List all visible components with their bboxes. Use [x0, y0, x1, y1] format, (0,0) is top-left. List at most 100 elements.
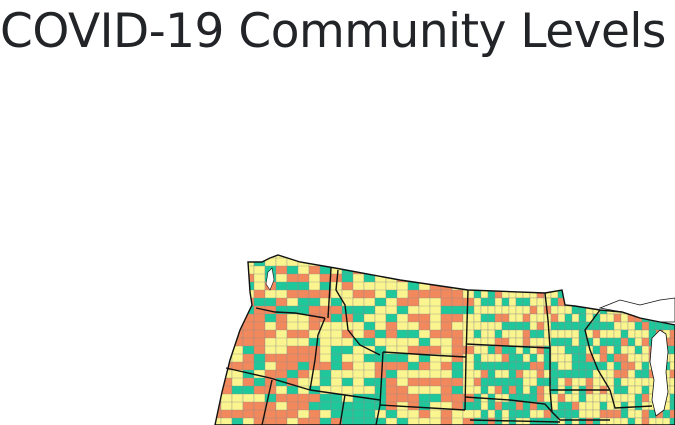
- county-cell[interactable]: [571, 321, 580, 331]
- county-cell[interactable]: [550, 305, 559, 315]
- county-cell[interactable]: [522, 377, 531, 387]
- county-cell[interactable]: [210, 329, 222, 341]
- county-cell[interactable]: [487, 250, 496, 259]
- county-cell[interactable]: [578, 297, 587, 307]
- county-cell[interactable]: [487, 257, 496, 267]
- county-cell[interactable]: [634, 329, 643, 339]
- county-cell[interactable]: [352, 250, 365, 261]
- county-cell[interactable]: [571, 353, 580, 363]
- county-cell[interactable]: [641, 265, 650, 275]
- county-cell[interactable]: [585, 297, 594, 307]
- county-cell[interactable]: [557, 321, 566, 331]
- county-cell[interactable]: [627, 377, 636, 387]
- county-cell[interactable]: [634, 393, 643, 403]
- county-cell[interactable]: [529, 297, 538, 307]
- county-cell[interactable]: [480, 257, 489, 267]
- county-cell[interactable]: [669, 377, 675, 387]
- county-cell[interactable]: [641, 409, 650, 419]
- county-cell[interactable]: [487, 297, 496, 307]
- county-cell[interactable]: [440, 273, 453, 285]
- county-cell[interactable]: [578, 377, 587, 387]
- county-cell[interactable]: [564, 393, 573, 403]
- county-cell[interactable]: [655, 265, 664, 275]
- county-cell[interactable]: [515, 353, 524, 363]
- county-cell[interactable]: [564, 361, 573, 371]
- county-cell[interactable]: [536, 409, 545, 419]
- county-cell[interactable]: [550, 361, 559, 371]
- county-cell[interactable]: [606, 313, 615, 323]
- county-cell[interactable]: [557, 337, 566, 347]
- county-cell[interactable]: [550, 281, 559, 291]
- county-cell[interactable]: [396, 265, 409, 277]
- county-cell[interactable]: [557, 361, 566, 371]
- county-cell[interactable]: [641, 250, 650, 259]
- county-cell[interactable]: [508, 313, 517, 323]
- county-cell[interactable]: [655, 257, 664, 267]
- county-cell[interactable]: [564, 250, 573, 259]
- county-cell[interactable]: [462, 257, 475, 269]
- county-cell[interactable]: [480, 417, 489, 425]
- county-cell[interactable]: [418, 417, 431, 425]
- county-cell[interactable]: [627, 289, 636, 299]
- county-cell[interactable]: [578, 401, 587, 411]
- county-cell[interactable]: [308, 250, 321, 261]
- county-cell[interactable]: [341, 250, 354, 261]
- county-cell[interactable]: [571, 257, 580, 267]
- county-cell[interactable]: [620, 265, 629, 275]
- county-cell[interactable]: [501, 393, 510, 403]
- county-cell[interactable]: [578, 257, 587, 267]
- county-cell[interactable]: [620, 369, 629, 379]
- county-cell[interactable]: [501, 409, 510, 419]
- county-cell[interactable]: [669, 361, 675, 371]
- county-cell[interactable]: [669, 257, 675, 267]
- county-cell[interactable]: [286, 417, 299, 425]
- county-cell[interactable]: [536, 257, 545, 267]
- county-cell[interactable]: [473, 250, 482, 259]
- county-cell[interactable]: [557, 377, 566, 387]
- county-cell[interactable]: [599, 321, 608, 331]
- county-cell[interactable]: [501, 385, 510, 395]
- county-cell[interactable]: [487, 369, 496, 379]
- county-cell[interactable]: [655, 281, 664, 291]
- county-cell[interactable]: [242, 250, 255, 261]
- county-cell[interactable]: [571, 289, 580, 299]
- county-cell[interactable]: [440, 265, 453, 277]
- county-cell[interactable]: [578, 281, 587, 291]
- county-cell[interactable]: [407, 417, 420, 425]
- county-cell[interactable]: [220, 305, 233, 317]
- county-cell[interactable]: [385, 265, 398, 277]
- county-cell[interactable]: [451, 265, 464, 277]
- county-cell[interactable]: [613, 361, 622, 371]
- county-cell[interactable]: [571, 250, 580, 259]
- county-cell[interactable]: [578, 289, 587, 299]
- county-cell[interactable]: [501, 377, 510, 387]
- county-cell[interactable]: [536, 329, 545, 339]
- county-cell[interactable]: [613, 265, 622, 275]
- county-cell[interactable]: [494, 385, 503, 395]
- county-cell[interactable]: [634, 353, 643, 363]
- county-cell[interactable]: [231, 281, 244, 293]
- county-cell[interactable]: [613, 257, 622, 267]
- county-cell[interactable]: [494, 401, 503, 411]
- county-cell[interactable]: [522, 321, 531, 331]
- county-cell[interactable]: [480, 250, 489, 259]
- county-cell[interactable]: [585, 289, 594, 299]
- county-cell[interactable]: [508, 369, 517, 379]
- county-cell[interactable]: [627, 250, 636, 259]
- county-cell[interactable]: [564, 281, 573, 291]
- county-cell[interactable]: [557, 313, 566, 323]
- county-cell[interactable]: [669, 409, 675, 419]
- county-cell[interactable]: [557, 305, 566, 315]
- county-cell[interactable]: [620, 377, 629, 387]
- county-cell[interactable]: [515, 401, 524, 411]
- county-cell[interactable]: [451, 417, 464, 425]
- county-cell[interactable]: [634, 321, 643, 331]
- county-cell[interactable]: [557, 257, 566, 267]
- county-cell[interactable]: [385, 250, 398, 261]
- county-cell[interactable]: [578, 265, 587, 275]
- county-cell[interactable]: [627, 329, 636, 339]
- county-cell[interactable]: [550, 353, 559, 363]
- county-cell[interactable]: [210, 250, 222, 261]
- county-cell[interactable]: [529, 353, 538, 363]
- county-cell[interactable]: [480, 369, 489, 379]
